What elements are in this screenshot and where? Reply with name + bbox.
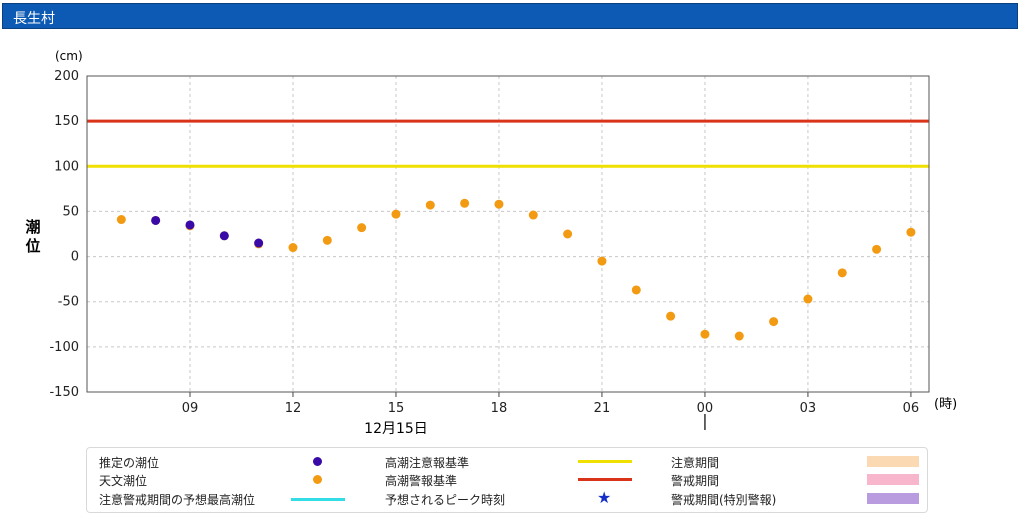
y-unit-label: (cm)	[55, 49, 83, 63]
astronomical-tide-point	[494, 199, 504, 209]
astronomical-tide-point	[837, 268, 847, 278]
x-tick-label: 12	[285, 401, 302, 416]
legend-label-advisory-level: 高潮注意報基準	[385, 456, 470, 470]
astronomical-tide-point	[563, 229, 573, 239]
title-bar: 長生村	[2, 3, 1018, 29]
legend-label-peak-time: 予想されるピーク時刻	[385, 493, 506, 507]
astronomical-tide-point	[700, 329, 710, 339]
legend-dot-estimated	[313, 457, 322, 466]
y-tick-label: -50	[58, 295, 79, 310]
legend-label-special-warning-period: 警戒期間(特別警報)	[671, 493, 777, 507]
x-tick-label: 03	[800, 401, 817, 416]
astronomical-tide-point	[322, 235, 332, 245]
y-tick-label: 0	[71, 250, 79, 265]
astronomical-tide-point	[460, 198, 470, 208]
astronomical-tide-point	[769, 317, 779, 327]
astronomical-tide-point	[872, 244, 882, 254]
astronomical-tide-point	[631, 285, 641, 295]
legend-label-astronomical: 天文潮位	[99, 474, 148, 488]
astronomical-tide-point	[597, 256, 607, 266]
astronomical-tide-point	[666, 311, 676, 321]
astronomical-tide-point	[906, 227, 916, 237]
y-tick-label: 100	[54, 159, 79, 174]
astronomical-tide-point	[528, 210, 538, 220]
legend-label-estimated: 推定の潮位	[99, 456, 160, 470]
legend-label-caution-period: 注意期間	[671, 456, 720, 470]
astronomical-tide-point	[357, 223, 367, 233]
star-icon: ★	[597, 488, 612, 507]
page-title: 長生村	[13, 11, 55, 27]
astronomical-tide-point	[425, 200, 435, 210]
legend-line-advisory-level	[578, 460, 632, 463]
x-tick-label: 15	[388, 401, 405, 416]
estimated-tide-point	[151, 215, 161, 225]
y-axis-title: 潮位	[25, 218, 40, 255]
astronomical-tide-point	[391, 209, 401, 219]
legend-label-warning-period: 警戒期間	[671, 474, 720, 488]
astronomical-tide-point	[803, 294, 813, 304]
legend-swatch-special-warning-period	[867, 493, 919, 504]
astronomical-tide-point	[116, 215, 126, 225]
x-tick-label: 00	[697, 401, 714, 416]
date-label: 12月15日	[364, 421, 428, 437]
legend-line-warning-level	[578, 478, 632, 481]
x-tick-label: 21	[594, 401, 611, 416]
legend-dot-astronomical	[313, 475, 322, 484]
legend-swatch-caution-period	[867, 456, 919, 467]
estimated-tide-point	[185, 220, 195, 230]
legend: 推定の潮位 天文潮位 注意警戒期間の予想最高潮位 高潮注意報基準 高潮警報基準 …	[86, 447, 928, 513]
y-tick-label: 200	[54, 69, 79, 84]
x-tick-label: 09	[182, 401, 199, 416]
estimated-tide-point	[254, 238, 264, 248]
plot-frame	[86, 75, 930, 393]
legend-swatch-warning-period	[867, 474, 919, 485]
x-tick-label: 18	[491, 401, 508, 416]
x-unit-label: (時)	[934, 397, 957, 412]
legend-line-predicted-max	[291, 498, 345, 501]
y-tick-label: 50	[62, 204, 79, 219]
y-tick-label: -100	[49, 340, 79, 355]
astronomical-tide-point	[734, 331, 744, 341]
y-tick-label: -150	[49, 385, 79, 400]
x-tick-label: 06	[903, 401, 920, 416]
y-tick-label: 150	[54, 114, 79, 129]
legend-label-warning-level: 高潮警報基準	[385, 474, 458, 488]
astronomical-tide-point	[288, 243, 298, 253]
legend-label-predicted-max: 注意警戒期間の予想最高潮位	[99, 493, 256, 507]
estimated-tide-point	[219, 231, 229, 241]
